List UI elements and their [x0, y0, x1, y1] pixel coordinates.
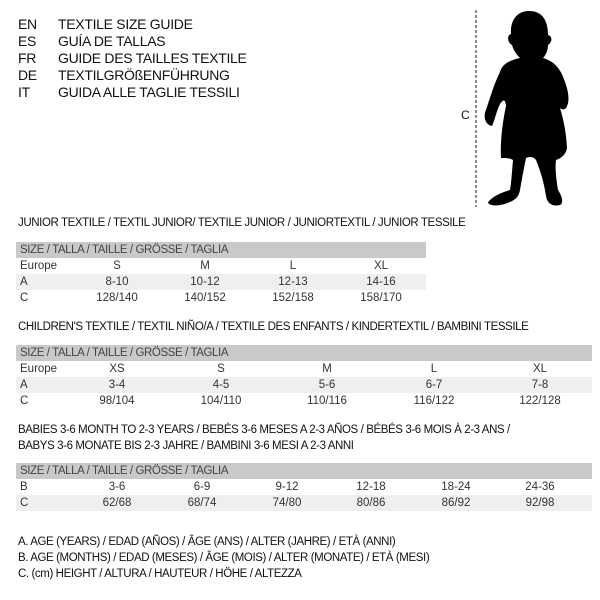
- table-cell: 80/86: [356, 497, 386, 509]
- table-cell: 116/122: [413, 395, 455, 407]
- table-cell: 128/140: [96, 292, 138, 304]
- table-row: A 3-4 4-5 5-6 6-7 7-8: [16, 377, 592, 393]
- table-cell: 6-7: [425, 379, 443, 391]
- table-cell: 9-12: [275, 481, 299, 493]
- lang-code-es: ES: [18, 33, 37, 49]
- row-label: C: [20, 395, 29, 407]
- lang-title-it: GUIDA ALLE TAGLIE TESSILI: [58, 84, 240, 100]
- table-cell: S: [113, 260, 121, 272]
- table-cell: 98/104: [99, 395, 135, 407]
- row-label: C: [20, 292, 29, 304]
- table-cell: 86/92: [441, 497, 471, 509]
- table-cell: 110/116: [307, 395, 347, 407]
- table-cell: 24-36: [525, 481, 555, 493]
- babies-section-title-line1: BABIES 3-6 MONTH TO 2-3 YEARS / BEBÉS 3-…: [18, 424, 510, 436]
- children-size-table: SIZE / TALLA / TAILLE / GRÖSSE / TAGLIA …: [16, 345, 592, 409]
- table-cell: 62/68: [102, 497, 132, 509]
- table-row: B 3-6 6-9 9-12 12-18 18-24 24-36: [16, 479, 592, 495]
- table-cell: 140/152: [184, 292, 226, 304]
- table-cell: 3-6: [108, 481, 126, 493]
- table-cell: 104/110: [200, 395, 242, 407]
- legend-b: B. AGE (MONTHS) / EDAD (MESES) / ÂGE (MO…: [18, 552, 430, 564]
- table-cell: 12-18: [356, 481, 386, 493]
- lang-code-de: DE: [18, 67, 37, 83]
- row-label: C: [20, 497, 29, 509]
- table-cell: 6-9: [193, 481, 211, 493]
- lang-title-fr: GUIDE DES TAILLES TEXTILE: [58, 50, 247, 66]
- table-cell: 5-6: [318, 379, 336, 391]
- table-cell: 158/170: [360, 292, 402, 304]
- legend-a: A. AGE (YEARS) / EDAD (AÑOS) / ÂGE (ANS)…: [18, 536, 396, 548]
- babies-table-header: SIZE / TALLA / TAILLE / GRÖSSE / TAGLIA: [16, 463, 592, 479]
- table-cell: L: [289, 260, 297, 272]
- height-figure: C: [440, 0, 600, 215]
- lang-code-en: EN: [18, 16, 37, 32]
- lang-title-es: GUÍA DE TALLAS: [58, 33, 166, 49]
- table-cell: S: [217, 363, 225, 375]
- table-row: C 98/104 104/110 110/116 116/122 122/128: [16, 393, 592, 409]
- row-label: Europe: [20, 260, 58, 272]
- junior-table-header: SIZE / TALLA / TAILLE / GRÖSSE / TAGLIA: [16, 242, 426, 258]
- lang-title-de: TEXTILGRÖßENFÜHRUNG: [58, 67, 230, 83]
- table-cell: 92/98: [525, 497, 555, 509]
- table-cell: 3-4: [108, 379, 126, 391]
- babies-size-table: SIZE / TALLA / TAILLE / GRÖSSE / TAGLIA …: [16, 463, 592, 511]
- table-cell: 10-12: [190, 276, 220, 288]
- table-cell: 4-5: [212, 379, 230, 391]
- table-cell: 122/128: [519, 395, 561, 407]
- table-cell: 8-10: [105, 276, 129, 288]
- lang-title-en: TEXTILE SIZE GUIDE: [58, 16, 193, 32]
- table-cell: XS: [109, 363, 125, 375]
- table-cell: XL: [373, 260, 389, 272]
- lang-code-fr: FR: [18, 50, 37, 66]
- table-cell: 18-24: [441, 481, 471, 493]
- table-cell: M: [322, 363, 332, 375]
- table-cell: L: [430, 363, 438, 375]
- row-label: B: [20, 481, 28, 493]
- children-section-title: CHILDREN'S TEXTILE / TEXTIL NIÑO/A / TEX…: [18, 321, 529, 333]
- children-table-header: SIZE / TALLA / TAILLE / GRÖSSE / TAGLIA: [16, 345, 592, 361]
- table-row: C 62/68 68/74 74/80 80/86 86/92 92/98: [16, 495, 592, 511]
- child-silhouette-icon: [475, 10, 569, 207]
- table-row: A 8-10 10-12 12-13 14-16: [16, 274, 426, 290]
- table-cell: M: [200, 260, 210, 272]
- table-cell: 14-16: [366, 276, 396, 288]
- table-cell: 152/158: [272, 292, 314, 304]
- table-row: Europe XS S M L XL: [16, 361, 592, 377]
- row-label: Europe: [20, 363, 58, 375]
- table-cell: 74/80: [272, 497, 302, 509]
- junior-size-table: SIZE / TALLA / TAILLE / GRÖSSE / TAGLIA …: [16, 242, 426, 306]
- lang-code-it: IT: [18, 84, 30, 100]
- row-label: A: [20, 379, 28, 391]
- table-cell: XL: [532, 363, 548, 375]
- height-label: C: [461, 108, 470, 122]
- table-cell: 68/74: [187, 497, 217, 509]
- table-row: Europe S M L XL: [16, 258, 426, 274]
- table-row: C 128/140 140/152 152/158 158/170: [16, 290, 426, 306]
- babies-section-title-line2: BABYS 3-6 MONATE BIS 2-3 JAHRE / BAMBINI…: [18, 440, 354, 452]
- table-cell: 7-8: [531, 379, 549, 391]
- table-cell: 12-13: [278, 276, 308, 288]
- legend-c: C. (cm) HEIGHT / ALTURA / HAUTEUR / HÖHE…: [18, 568, 302, 580]
- row-label: A: [20, 276, 28, 288]
- junior-section-title: JUNIOR TEXTILE / TEXTIL JUNIOR/ TEXTILE …: [18, 217, 466, 229]
